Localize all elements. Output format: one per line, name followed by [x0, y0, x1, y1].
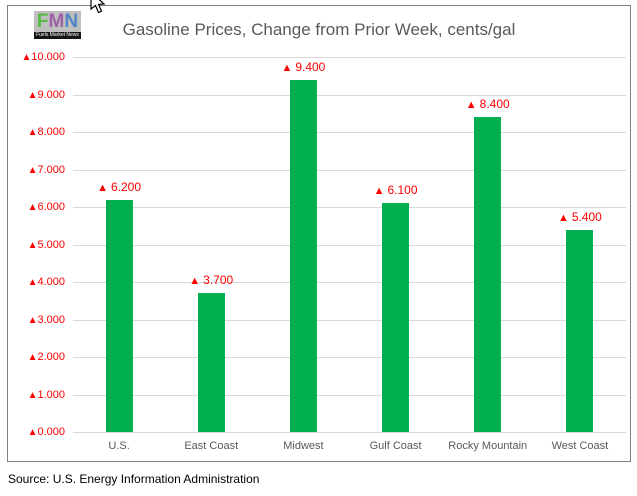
source-note: Source: U.S. Energy Information Administ… [8, 472, 260, 486]
ytick-label-4.000: ▲4.000 [27, 276, 65, 288]
xtick-label-west-coast: West Coast [551, 440, 609, 452]
ytick-label-1.000: ▲1.000 [27, 388, 65, 401]
logo-letter-n: N [64, 10, 79, 32]
gridline-7.000 [73, 169, 626, 171]
bar-west-coast [566, 229, 594, 432]
up-triangle-icon: ▲ [465, 99, 477, 111]
gridline-4.000 [73, 282, 626, 283]
gridline-2.000 [73, 357, 626, 358]
plot-area: ▲0.000 ▲1.000 ▲2.000 ▲3.000 ▲4.000 ▲5.000 ▲6.0… [8, 6, 630, 461]
ytick-label-8.000: ▲8.000 [27, 126, 65, 138]
up-triangle-icon: ▲ [27, 277, 38, 288]
ytick-label-9.000: ▲9.000 [27, 88, 65, 101]
xtick-label-u-s-: U.S. [108, 440, 130, 452]
gridline-5.000 [73, 244, 626, 246]
ytick-label-7.000: ▲7.000 [27, 163, 65, 176]
gridline-3.000 [73, 319, 626, 321]
chart-title: Gasoline Prices, Change from Prior Week,… [122, 20, 516, 39]
up-triangle-icon: ▲ [27, 389, 38, 401]
xtick-label-east-coast: East Coast [184, 440, 239, 452]
ytick-label-3.000: ▲3.000 [27, 313, 65, 326]
gridline-0.000 [73, 432, 626, 433]
up-triangle-icon: ▲ [27, 314, 38, 326]
ytick-label-0.000: ▲0.000 [27, 426, 65, 438]
ytick-label-6.000: ▲6.000 [27, 201, 65, 213]
up-triangle-icon: ▲ [27, 164, 38, 176]
up-triangle-icon: ▲ [27, 427, 38, 438]
data-label-east-coast: ▲ 3.700 [189, 273, 234, 288]
data-label-rocky-mountain: ▲ 8.400 [465, 97, 510, 111]
xtick-label-gulf-coast: Gulf Coast [369, 440, 422, 452]
gridline-9.000 [73, 94, 626, 96]
up-triangle-icon: ▲ [27, 202, 38, 213]
bar-midwest [289, 79, 317, 432]
up-triangle-icon: ▲ [27, 239, 38, 251]
bar-east-coast [197, 293, 225, 432]
ytick-label-2.000: ▲2.000 [27, 351, 65, 363]
data-label-gulf-coast: ▲ 6.100 [373, 183, 418, 198]
ytick-label-10.000: ▲10.000 [21, 51, 65, 63]
up-triangle-icon: ▲ [27, 352, 38, 363]
up-triangle-icon: ▲ [27, 89, 38, 101]
bar-rocky-mountain [474, 117, 502, 432]
data-label-west-coast: ▲ 5.400 [557, 209, 602, 224]
bar-gulf-coast [382, 203, 410, 432]
data-label-midwest: ▲ 9.400 [281, 59, 326, 74]
logo-letter-f: F [36, 10, 49, 32]
logo-letter-m: M [48, 10, 65, 32]
xtick-label-rocky-mountain: Rocky Mountain [448, 440, 528, 452]
up-triangle-icon: ▲ [189, 275, 201, 288]
mouse-cursor [90, 0, 106, 14]
up-triangle-icon: ▲ [21, 52, 32, 63]
data-label-u-s-: ▲ 6.200 [97, 179, 142, 194]
up-triangle-icon: ▲ [97, 181, 108, 194]
gridline-10.000 [73, 57, 626, 58]
xtick-label-midwest: Midwest [283, 440, 324, 452]
bar-u-s- [105, 199, 133, 432]
ytick-label-5.000: ▲5.000 [27, 238, 65, 251]
gridline-8.000 [73, 132, 626, 133]
up-triangle-icon: ▲ [373, 185, 385, 198]
gridline-6.000 [73, 207, 626, 208]
up-triangle-icon: ▲ [27, 127, 38, 138]
gridline-1.000 [73, 394, 626, 396]
fmn-logo-tagline: Fuels Market News [34, 32, 81, 39]
up-triangle-icon: ▲ [281, 61, 293, 74]
up-triangle-icon: ▲ [557, 211, 569, 224]
